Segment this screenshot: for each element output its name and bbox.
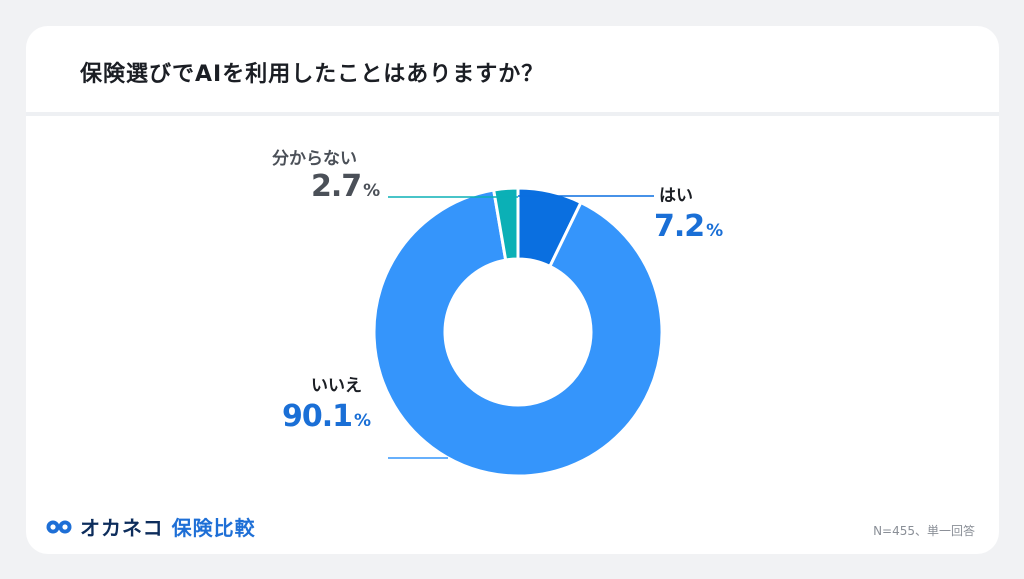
label-no-category: いいえ: [311, 376, 362, 396]
slice-no: [372, 188, 664, 478]
chart-title: 保険選びでAIを利用したことはありますか？: [80, 62, 545, 87]
donut-chart: [372, 186, 664, 478]
label-yes-value: 7.2%: [654, 209, 724, 244]
footnote: N=455、単一回答: [873, 524, 975, 538]
header-divider: [26, 112, 999, 116]
logo-name: オカネコ: [80, 516, 164, 540]
owl-logo-icon: [46, 520, 72, 533]
label-no-value: 90.1%: [282, 399, 372, 434]
label-yes-category: はい: [659, 186, 693, 206]
label-unknown-value: 2.7%: [311, 169, 381, 204]
slice-unknown: [491, 186, 520, 262]
label-unknown-category: 分からない: [272, 149, 357, 169]
logo-sub: 保険比較: [171, 516, 256, 540]
brand-logo: オカネコ 保険比較: [46, 512, 256, 541]
chart-card: 保険選びでAIを利用したことはありますか？ はい 7.2% 分からない 2.7%…: [26, 26, 999, 554]
